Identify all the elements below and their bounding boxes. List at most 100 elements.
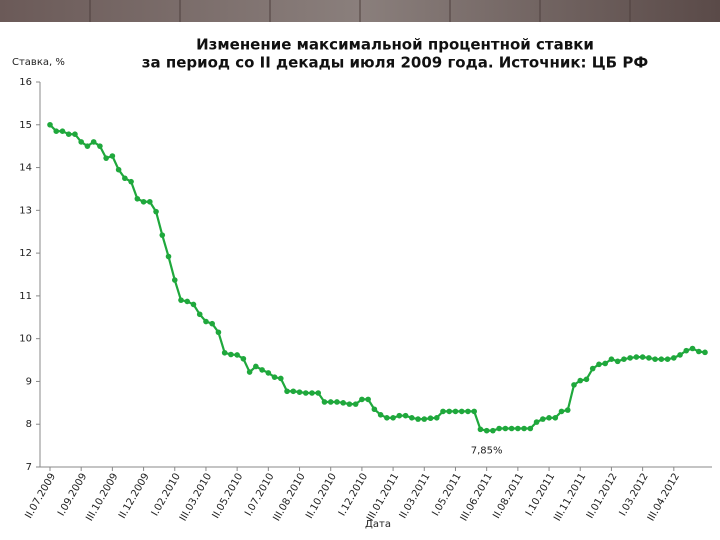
- point: [72, 131, 78, 137]
- point: [84, 143, 91, 149]
- y-tick-label: 14: [19, 163, 32, 174]
- x-tick-label: II.07.2009: [23, 472, 58, 521]
- point: [178, 297, 184, 303]
- point: [577, 377, 584, 384]
- y-axis-title: Ставка, %: [12, 57, 65, 68]
- point: [165, 253, 172, 260]
- x-tick-label: II.01.2012: [585, 472, 620, 521]
- point: [515, 425, 521, 432]
- y-tick-label: 16: [19, 77, 32, 88]
- point: [134, 195, 141, 202]
- point: [327, 399, 334, 405]
- point: [128, 178, 134, 185]
- point: [396, 412, 403, 419]
- point: [184, 298, 191, 305]
- x-tick-label: II.03.2011: [398, 472, 433, 521]
- x-tick-label: I.10.2011: [524, 472, 557, 519]
- point: [309, 390, 315, 396]
- point: [552, 415, 559, 421]
- point: [639, 354, 646, 360]
- point: [421, 416, 428, 422]
- series-line: [49, 124, 706, 432]
- point: [278, 375, 284, 382]
- y-tick-label: 15: [19, 120, 32, 131]
- point: [359, 396, 365, 403]
- point: [602, 360, 608, 367]
- value-label: 7,85%: [471, 446, 503, 457]
- point: [409, 415, 415, 421]
- point: [302, 390, 309, 396]
- point: [433, 415, 440, 421]
- x-tick-label: I.05.2011: [430, 472, 463, 519]
- point: [196, 311, 203, 318]
- point: [246, 369, 253, 375]
- point: [259, 367, 265, 373]
- point: [502, 425, 509, 432]
- point: [47, 121, 53, 128]
- point: [471, 408, 477, 415]
- point: [109, 153, 116, 159]
- point: [677, 352, 683, 358]
- x-tick-label: I.09.2009: [56, 472, 89, 519]
- y-tick-label: 12: [19, 248, 32, 259]
- point: [458, 408, 465, 415]
- chart-title: Изменение максимальной процентной ставки: [196, 36, 594, 54]
- point: [153, 208, 159, 215]
- point: [664, 356, 671, 363]
- point: [415, 416, 421, 422]
- point: [608, 356, 615, 363]
- point: [583, 376, 590, 383]
- x-tick-label: III.04.2012: [646, 472, 682, 524]
- point: [427, 415, 434, 422]
- point: [265, 370, 272, 376]
- point: [446, 408, 453, 415]
- point: [215, 329, 222, 336]
- point: [564, 407, 571, 413]
- point: [228, 351, 234, 358]
- point: [346, 401, 353, 407]
- point: [377, 412, 384, 418]
- point: [78, 139, 84, 145]
- point: [203, 318, 209, 325]
- banner-tiles: [89, 0, 631, 22]
- x-tick-label: II.08.2011: [491, 472, 526, 521]
- point: [103, 155, 109, 161]
- point: [527, 425, 534, 432]
- point: [477, 426, 484, 433]
- y-tick-label: 13: [19, 205, 32, 216]
- point: [384, 415, 390, 421]
- point: [240, 355, 247, 362]
- point: [558, 408, 565, 415]
- point: [53, 128, 60, 134]
- point: [234, 352, 240, 358]
- point: [352, 401, 359, 407]
- point: [683, 347, 690, 354]
- x-tick-label: III.01.2011: [365, 472, 401, 524]
- point: [90, 139, 97, 145]
- x-tick-label: III.08.2010: [271, 472, 307, 524]
- point: [115, 166, 122, 173]
- point: [627, 355, 633, 361]
- point: [689, 345, 696, 352]
- point: [621, 356, 627, 363]
- y-tick-label: 8: [26, 419, 32, 430]
- point: [465, 408, 471, 415]
- point: [390, 415, 396, 421]
- x-tick-label: III.06.2011: [459, 471, 495, 523]
- chart-subtitle: за период со II декады июля 2009 года. И…: [142, 54, 649, 72]
- point: [171, 277, 178, 283]
- point: [633, 354, 640, 360]
- point: [147, 198, 153, 205]
- point: [340, 400, 346, 406]
- point: [546, 415, 552, 421]
- point: [496, 425, 502, 432]
- point: [540, 416, 546, 422]
- point: [271, 374, 278, 380]
- x-tick-label: II.10.2010: [304, 472, 339, 521]
- x-tick-label: III.10.2009: [84, 472, 120, 524]
- point: [508, 425, 515, 432]
- point: [646, 355, 652, 361]
- point: [614, 358, 621, 365]
- x-tick-label: I.03.2012: [618, 472, 651, 519]
